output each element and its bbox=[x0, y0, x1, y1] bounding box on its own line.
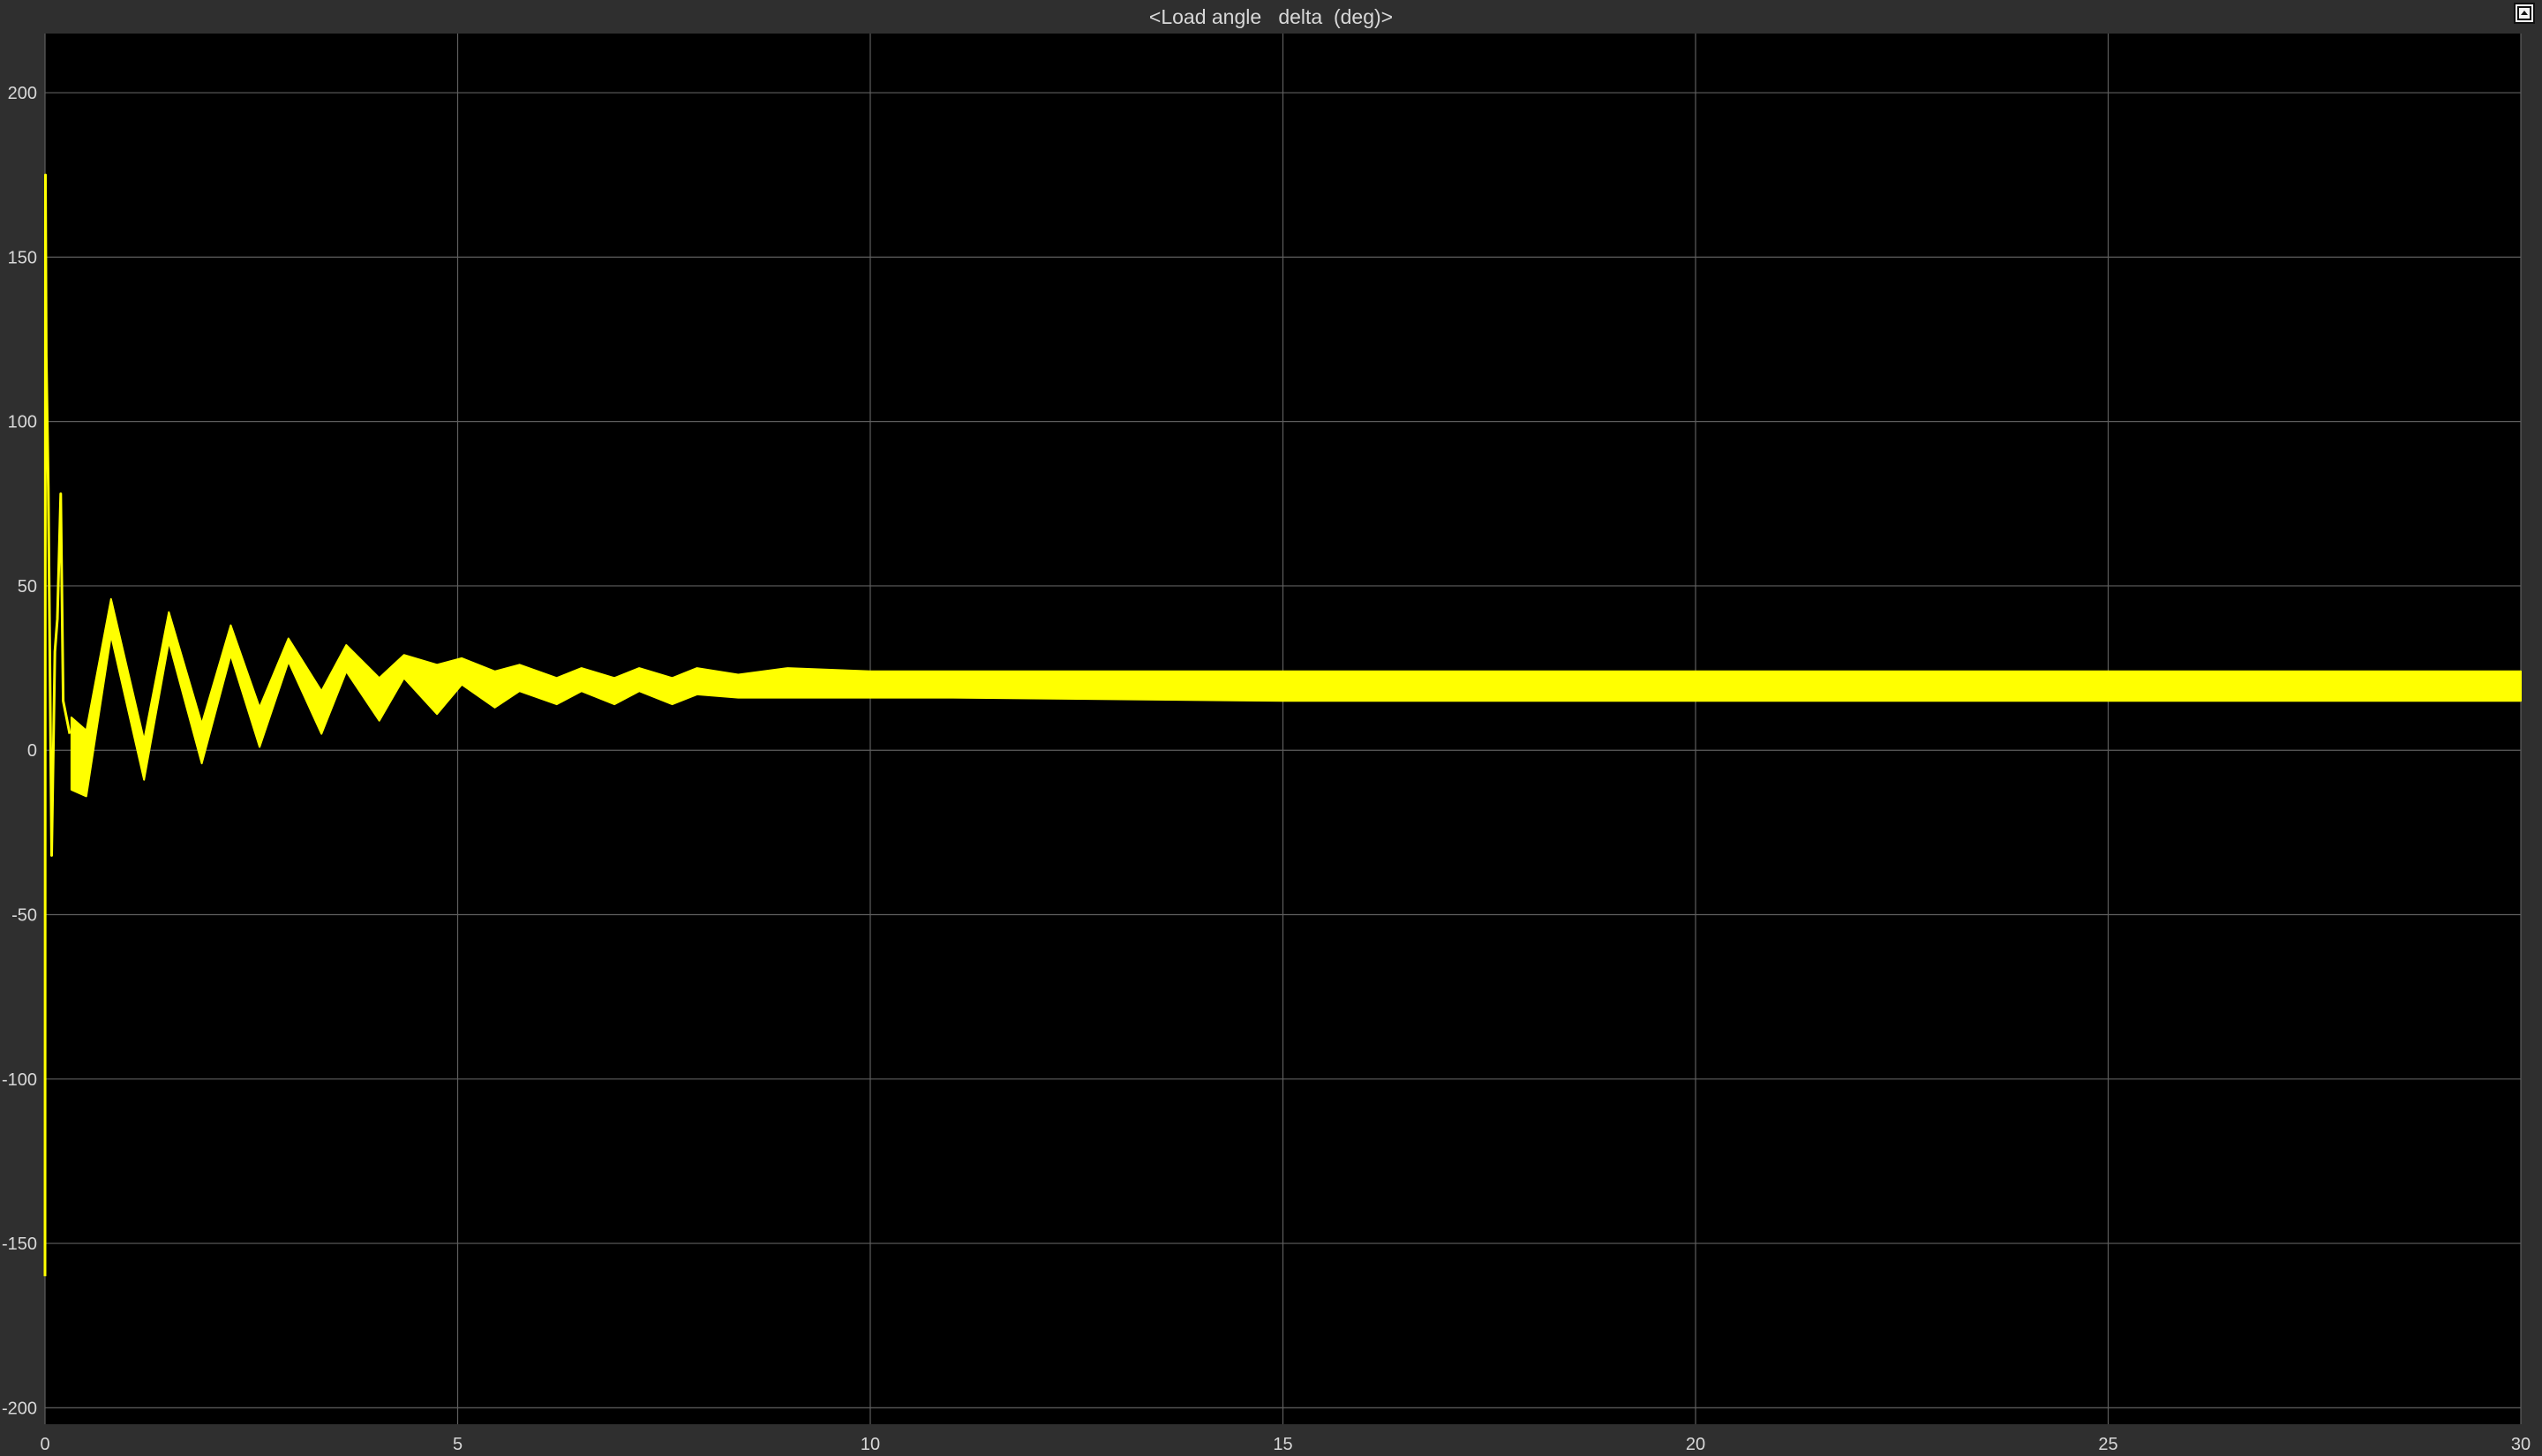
x-tick-label: 30 bbox=[2511, 1435, 2531, 1454]
x-tick-label: 10 bbox=[861, 1435, 880, 1454]
y-tick-label: 150 bbox=[8, 248, 37, 267]
series-initial-transient bbox=[43, 173, 71, 1277]
x-tick-label: 5 bbox=[453, 1435, 463, 1454]
restore-window-button[interactable] bbox=[2514, 3, 2535, 24]
y-tick-label: 200 bbox=[8, 84, 37, 103]
x-tick-label: 20 bbox=[1686, 1435, 1705, 1454]
y-tick-label: -200 bbox=[2, 1399, 37, 1418]
series-oscillation-band bbox=[70, 597, 2522, 798]
tick-labels: 0 5 10 15 20 25 30 -200 -150 -100 -50 0 50 100 150 200 bbox=[2, 84, 2531, 1454]
restore-window-icon bbox=[2517, 6, 2531, 20]
x-tick-label: 25 bbox=[2098, 1435, 2117, 1454]
series-layer bbox=[43, 173, 2522, 1277]
x-tick-label: 0 bbox=[40, 1435, 49, 1454]
y-tick-label: 0 bbox=[27, 741, 37, 761]
plot-title: <Load angle delta (deg)> bbox=[1148, 5, 1394, 28]
x-tick-label: 15 bbox=[1273, 1435, 1292, 1454]
y-tick-label: -100 bbox=[2, 1070, 37, 1090]
y-tick-label: -50 bbox=[11, 906, 37, 926]
y-tick-label: 50 bbox=[18, 577, 37, 597]
y-tick-label: 100 bbox=[8, 413, 37, 432]
y-tick-label: -150 bbox=[2, 1235, 37, 1254]
